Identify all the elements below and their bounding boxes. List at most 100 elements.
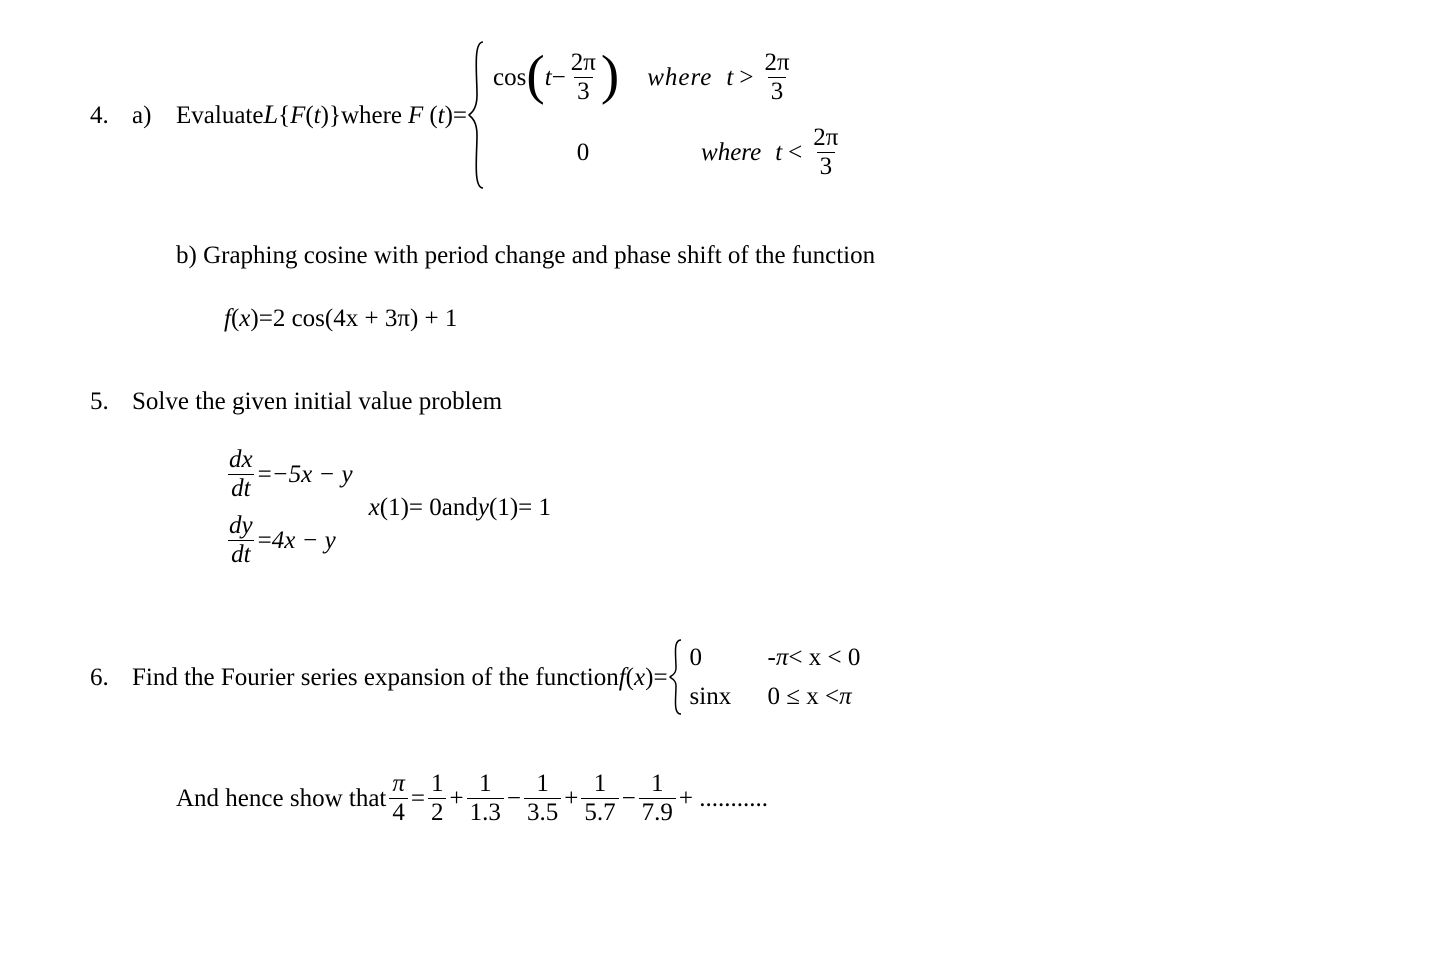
frac-rhs2: 2π 3 bbox=[811, 125, 840, 181]
dt: dt bbox=[228, 474, 253, 502]
case1-val: 0 bbox=[690, 640, 740, 675]
big-lparen: ( bbox=[526, 50, 544, 100]
d1: 2 bbox=[428, 798, 447, 826]
question-number: 4. bbox=[90, 98, 132, 133]
var-x: x bbox=[634, 660, 645, 695]
frac-1-35: 1 3.5 bbox=[524, 771, 561, 827]
dt2: dt bbox=[228, 540, 253, 568]
brace-icon bbox=[467, 40, 487, 190]
rparen2: ) bbox=[510, 490, 518, 525]
piecewise-case-2: 0 where t < 2π 3 bbox=[493, 125, 843, 181]
q6-piecewise: 0 - π < x < 0 sinx 0 ≤ x < π bbox=[668, 638, 861, 716]
var-t2: t bbox=[726, 60, 733, 95]
where-text: where bbox=[341, 98, 402, 133]
question-5-row: 5. Solve the given initial value problem bbox=[90, 384, 1372, 419]
piecewise-case-1: cos ( t − 2π 3 ) where t bbox=[493, 50, 843, 106]
plus2: + bbox=[564, 781, 578, 816]
func-F2: F bbox=[408, 98, 423, 133]
pi-num: π bbox=[390, 771, 407, 798]
eq-dy-dt: dy dt = 4x − y bbox=[224, 513, 353, 569]
n4: 1 bbox=[592, 771, 609, 798]
part-b-text: Graphing cosine with period change and p… bbox=[203, 242, 875, 269]
case2-val: sinx bbox=[690, 679, 740, 714]
cond-rest: < x < 0 bbox=[788, 640, 860, 675]
n3: 1 bbox=[534, 771, 551, 798]
expr-text: 2 cos(4x + 3π) + 1 bbox=[273, 301, 458, 336]
question-number: 5. bbox=[90, 384, 132, 419]
frac-1-57: 1 5.7 bbox=[581, 771, 618, 827]
big-rparen: ) bbox=[601, 50, 619, 100]
where-word2: where bbox=[701, 135, 761, 170]
n5: 1 bbox=[649, 771, 666, 798]
func-f: f bbox=[224, 301, 231, 336]
minus: − bbox=[552, 60, 566, 95]
initial-conditions: x ( 1 ) = 0 and y ( 1 ) = 1 bbox=[369, 490, 551, 525]
var-t: t bbox=[545, 60, 552, 95]
frac-den3: 3 bbox=[817, 152, 836, 180]
question-6-row: 6. Find the Fourier series expansion of … bbox=[90, 638, 1372, 716]
question-number: 6. bbox=[90, 660, 132, 695]
rparen: ) bbox=[645, 660, 653, 695]
rhs2: 4x − y bbox=[272, 523, 336, 558]
frac-den: 3 bbox=[574, 77, 593, 105]
frac-pi-4: π 4 bbox=[389, 771, 408, 827]
q5-system: dx dt = −5x − y dy dt = 4x − y x ( 1 ) =… bbox=[224, 447, 1372, 568]
n1: 1 bbox=[429, 771, 446, 798]
eq-sign2: = bbox=[258, 523, 272, 558]
piecewise-definition: cos ( t − 2π 3 ) where t bbox=[467, 40, 843, 190]
frac-dxdt: dx dt bbox=[227, 447, 255, 503]
where-word: where bbox=[647, 60, 712, 95]
q6-case-2: sinx 0 ≤ x < π bbox=[690, 679, 861, 714]
cond2-lead: 0 ≤ x < bbox=[768, 679, 840, 714]
ic-y-eq: = 1 bbox=[518, 490, 551, 525]
paren-open: ( bbox=[305, 98, 313, 133]
series-tail: + ........... bbox=[679, 781, 768, 816]
var-t3: t bbox=[775, 135, 782, 170]
q6-expression: Find the Fourier series expansion of the… bbox=[132, 638, 860, 716]
var-x: x bbox=[239, 301, 250, 336]
question-4b-eq: f ( x ) = 2 cos(4x + 3π) + 1 bbox=[224, 301, 1372, 336]
frac-num: 2π bbox=[569, 50, 598, 77]
minus1: − bbox=[507, 781, 521, 816]
frac-1-2: 1 2 bbox=[428, 771, 447, 827]
question-4a-row: 4. a) Evaluate L { F ( t ) } where F ( t… bbox=[90, 40, 1372, 190]
eq-sign: = bbox=[259, 301, 273, 336]
hence-lead: And hence show that bbox=[176, 781, 386, 816]
question-4b-text-row: b) Graphing cosine with period change an… bbox=[176, 238, 1372, 273]
q6-hence: And hence show that π 4 = 1 2 + 1 1.3 − … bbox=[176, 771, 1372, 827]
frac-den2: 3 bbox=[768, 77, 787, 105]
frac-num3: 2π bbox=[811, 125, 840, 152]
n2: 1 bbox=[477, 771, 494, 798]
dy: dy bbox=[227, 513, 255, 540]
part-label: a) bbox=[132, 98, 176, 133]
neg: - bbox=[768, 640, 776, 675]
eq-sign: = bbox=[411, 781, 425, 816]
left-brace bbox=[668, 638, 684, 716]
system-equations: dx dt = −5x − y dy dt = 4x − y bbox=[224, 447, 353, 568]
ic-x-eq: = 0 bbox=[409, 490, 442, 525]
cos-fn: cos bbox=[493, 60, 526, 95]
func-f: f bbox=[619, 660, 626, 695]
pi2: π bbox=[839, 679, 852, 714]
brace-open: { bbox=[278, 98, 290, 133]
lparen: ( bbox=[626, 660, 634, 695]
frac-2pi-3: 2π 3 bbox=[569, 50, 598, 106]
lparen2: ( bbox=[489, 490, 497, 525]
q6-lead: Find the Fourier series expansion of the… bbox=[132, 660, 619, 695]
q5-text: Solve the given initial value problem bbox=[132, 384, 502, 419]
left-brace bbox=[467, 40, 487, 190]
d3: 3.5 bbox=[524, 798, 561, 826]
operator-L: L bbox=[263, 97, 278, 134]
paren-open2: ( bbox=[429, 98, 437, 133]
brace-icon bbox=[668, 638, 684, 716]
brace-close: } bbox=[329, 98, 341, 133]
rel-gt: > bbox=[739, 60, 753, 95]
q4a-expression: Evaluate L { F ( t ) } where F ( t ) = bbox=[176, 40, 843, 190]
ic-x-arg: 1 bbox=[388, 490, 401, 525]
ic-y: y bbox=[478, 490, 489, 525]
four-den: 4 bbox=[389, 798, 408, 826]
frac-1-13: 1 1.3 bbox=[467, 771, 504, 827]
d2: 1.3 bbox=[467, 798, 504, 826]
dx: dx bbox=[227, 447, 255, 474]
paren-close: ) bbox=[321, 98, 329, 133]
